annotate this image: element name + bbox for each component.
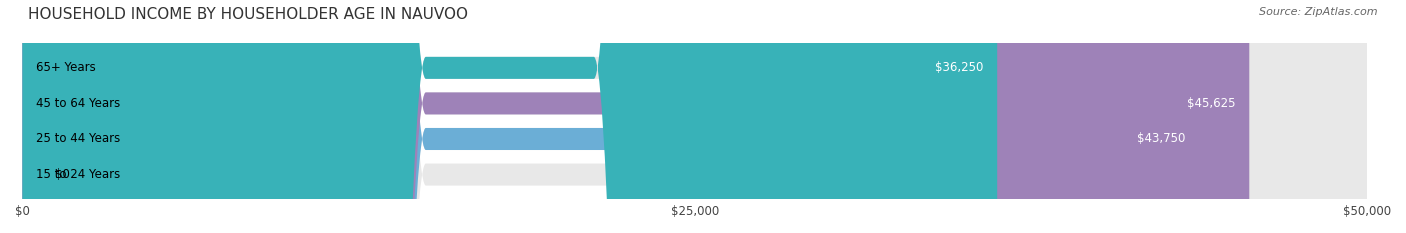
- FancyBboxPatch shape: [22, 0, 997, 233]
- Text: $43,750: $43,750: [1137, 133, 1185, 145]
- FancyBboxPatch shape: [22, 0, 1199, 233]
- Text: $36,250: $36,250: [935, 61, 984, 74]
- Text: Source: ZipAtlas.com: Source: ZipAtlas.com: [1260, 7, 1378, 17]
- Text: 45 to 64 Years: 45 to 64 Years: [37, 97, 120, 110]
- Text: 15 to 24 Years: 15 to 24 Years: [37, 168, 120, 181]
- FancyBboxPatch shape: [22, 0, 1367, 233]
- Text: 25 to 44 Years: 25 to 44 Years: [37, 133, 120, 145]
- FancyBboxPatch shape: [22, 0, 1367, 233]
- FancyBboxPatch shape: [22, 0, 1367, 233]
- Text: $45,625: $45,625: [1187, 97, 1236, 110]
- FancyBboxPatch shape: [22, 0, 1367, 233]
- FancyBboxPatch shape: [22, 0, 1250, 233]
- Text: $0: $0: [55, 168, 69, 181]
- Text: HOUSEHOLD INCOME BY HOUSEHOLDER AGE IN NAUVOO: HOUSEHOLD INCOME BY HOUSEHOLDER AGE IN N…: [28, 7, 468, 22]
- Text: 65+ Years: 65+ Years: [37, 61, 96, 74]
